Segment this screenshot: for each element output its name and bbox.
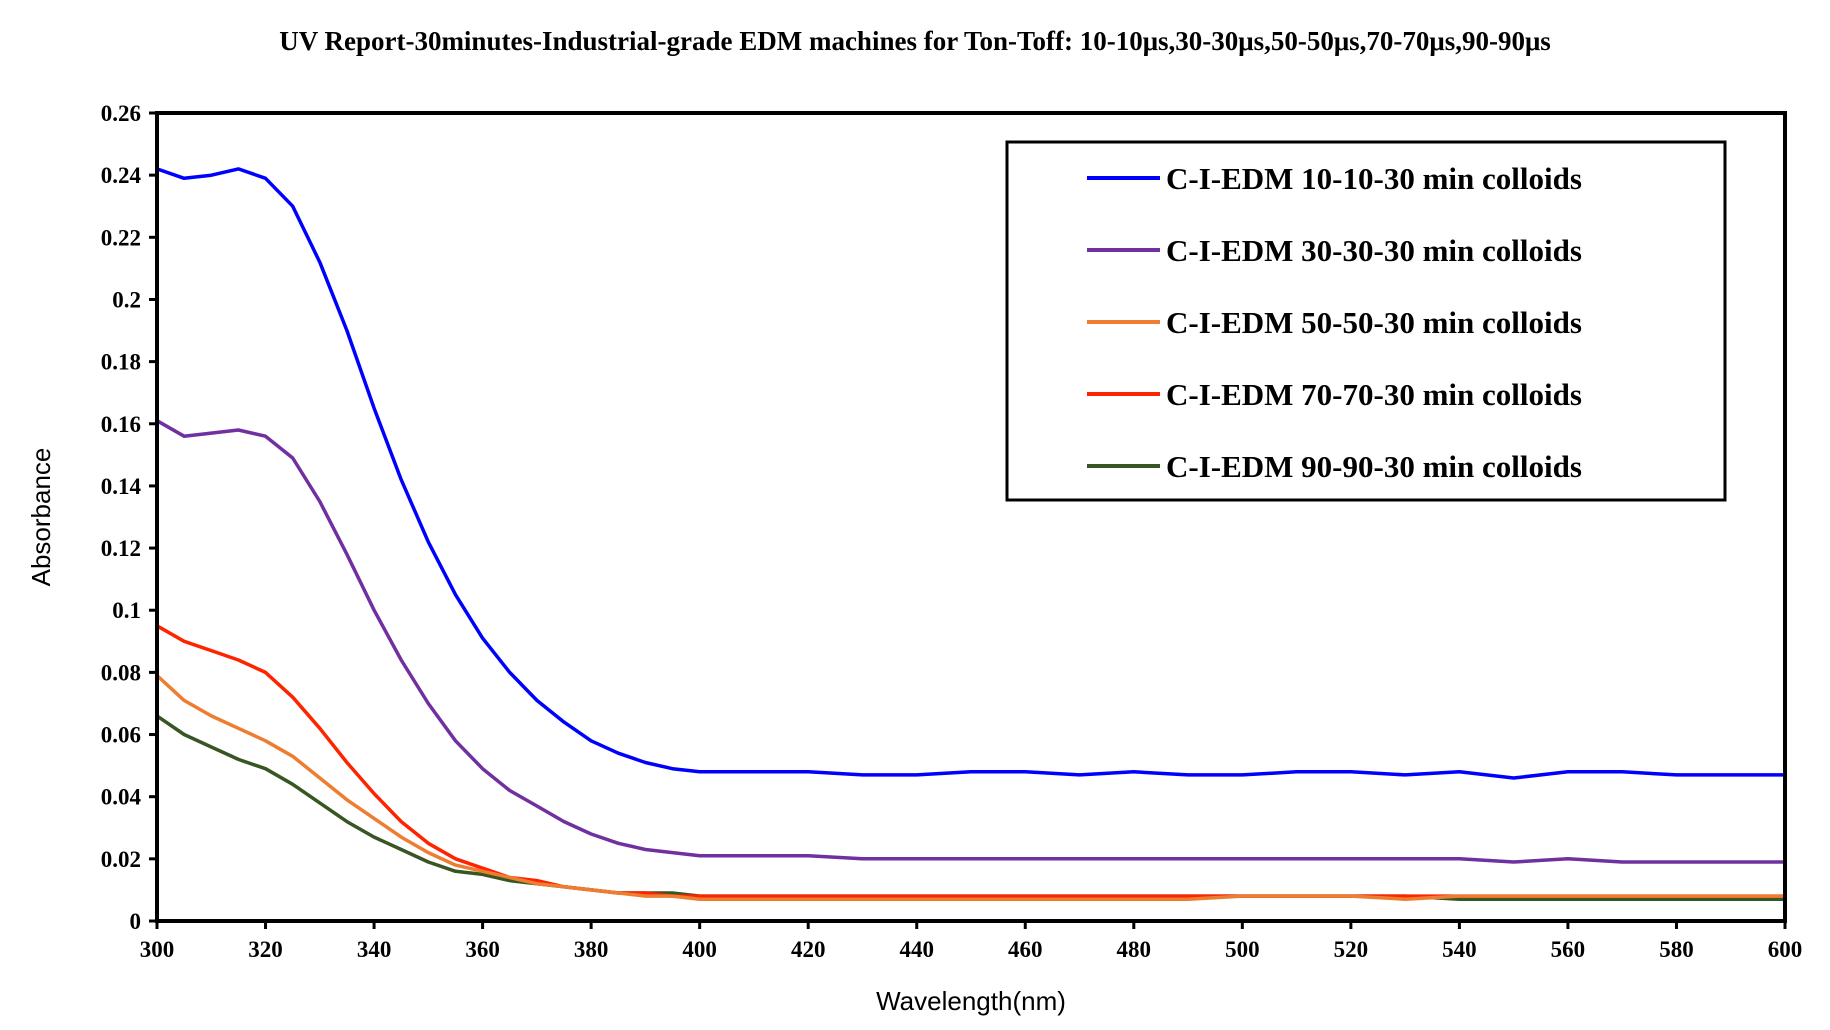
x-tick-label: 540 <box>1442 937 1477 962</box>
y-axis-label: Absorbance <box>26 448 56 587</box>
legend: C-I-EDM 10-10-30 min colloids C-I-EDM 30-… <box>1005 140 1727 502</box>
legend-label: C-I-EDM 10-10-30 min colloids <box>1166 161 1582 196</box>
y-tick-label: 0 <box>130 909 142 934</box>
y-tick-label: 0.04 <box>101 785 142 810</box>
x-tick-label: 480 <box>1117 937 1152 962</box>
plot-frame <box>155 111 1787 923</box>
x-tick-label: 500 <box>1225 937 1260 962</box>
y-axis-ticks: 0 0.02 0.04 0.06 0.08 0.1 0.12 0.14 0.16 0.18 0.2 0… <box>101 101 157 934</box>
series-line-c-i-edm-50-50-30-min-colloids <box>155 673 1787 901</box>
series-line-c-i-edm-70-70-30-min-colloids <box>155 624 1787 898</box>
series-line-c-i-edm-10-10-30-min-colloids <box>155 167 1787 780</box>
y-tick-label: 0.1 <box>112 598 141 623</box>
x-tick-label: 300 <box>140 937 175 962</box>
legend-label: C-I-EDM 90-90-30 min colloids <box>1166 449 1582 484</box>
y-tick-label: 0.06 <box>101 723 141 748</box>
x-tick-label: 600 <box>1768 937 1803 962</box>
x-axis-label: Wavelength(nm) <box>876 986 1066 1016</box>
y-tick-label: 0.26 <box>101 101 141 126</box>
legend-label: C-I-EDM 30-30-30 min colloids <box>1166 233 1582 268</box>
legend-label: C-I-EDM 70-70-30 min colloids <box>1166 377 1582 412</box>
series-layer <box>155 167 1787 901</box>
chart-title: UV Report-30minutes-Industrial-grade EDM… <box>279 26 1551 56</box>
x-tick-label: 340 <box>357 937 392 962</box>
y-tick-label: 0.2 <box>112 287 141 312</box>
y-tick-label: 0.12 <box>101 536 141 561</box>
x-tick-label: 380 <box>574 937 609 962</box>
x-axis-ticks: 300 320 340 360 380 400 420 440 460 480 500 520 540 5… <box>140 921 1803 962</box>
y-tick-label: 0.08 <box>101 660 141 685</box>
x-tick-label: 420 <box>791 937 826 962</box>
x-tick-label: 400 <box>682 937 717 962</box>
y-tick-label: 0.16 <box>101 412 141 437</box>
x-tick-label: 580 <box>1659 937 1694 962</box>
x-tick-label: 460 <box>1008 937 1043 962</box>
x-tick-label: 440 <box>899 937 934 962</box>
y-tick-label: 0.18 <box>101 350 141 375</box>
y-tick-label: 0.24 <box>101 163 142 188</box>
x-tick-label: 520 <box>1334 937 1369 962</box>
x-tick-label: 320 <box>248 937 283 962</box>
x-tick-label: 560 <box>1551 937 1586 962</box>
series-line-c-i-edm-30-30-30-min-colloids <box>155 418 1787 864</box>
y-tick-label: 0.02 <box>101 847 141 872</box>
legend-label: C-I-EDM 50-50-30 min colloids <box>1166 305 1582 340</box>
y-tick-label: 0.22 <box>101 225 141 250</box>
y-tick-label: 0.14 <box>101 474 142 499</box>
x-tick-label: 360 <box>465 937 500 962</box>
